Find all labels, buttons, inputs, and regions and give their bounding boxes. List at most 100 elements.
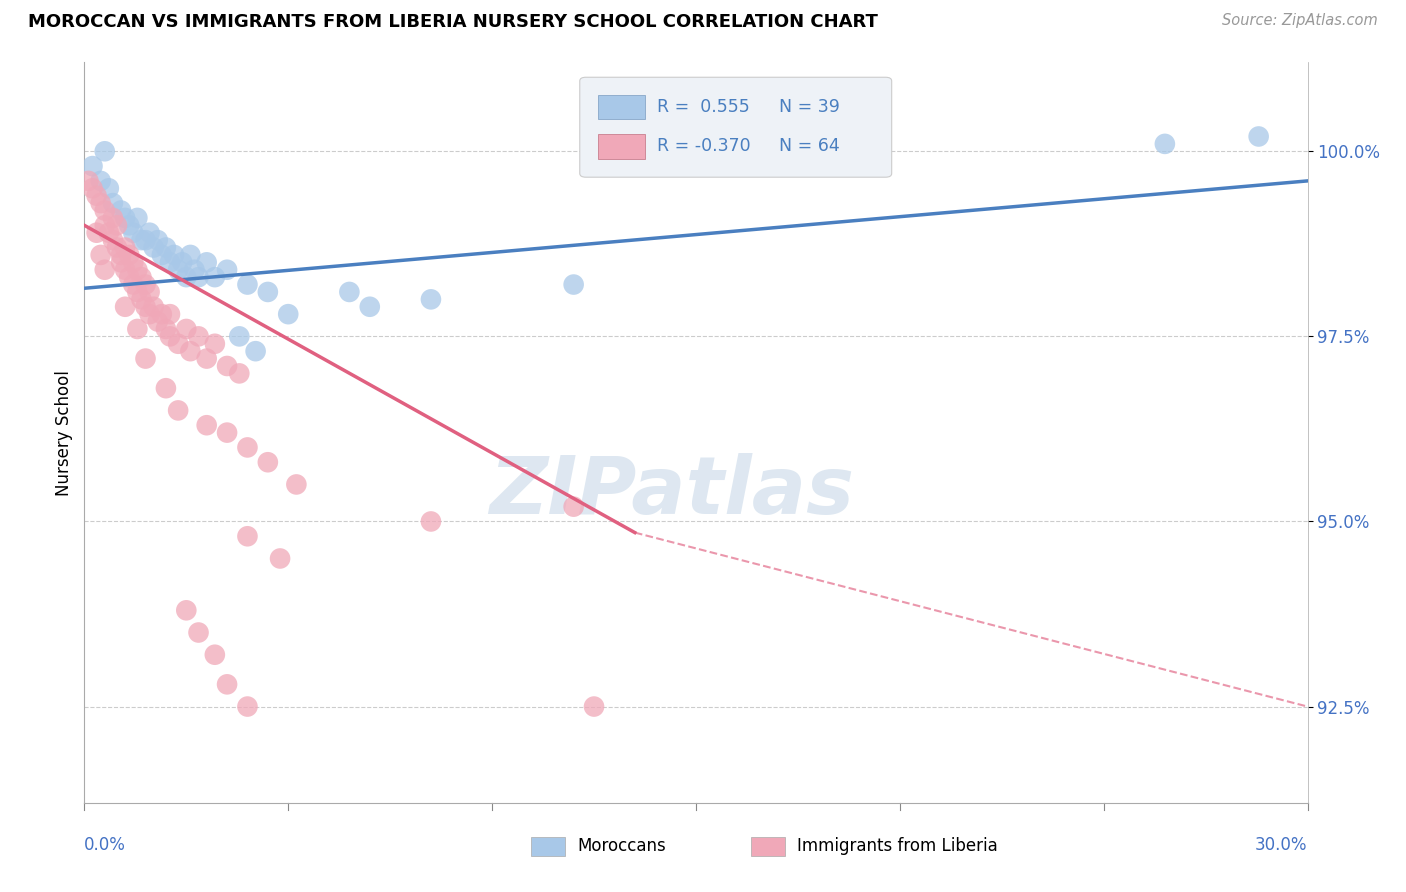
Point	[77, 174, 100, 188]
Point	[163, 248, 186, 262]
Point	[110, 248, 132, 262]
Point	[159, 307, 181, 321]
Point	[174, 603, 197, 617]
Bar	[598, 95, 644, 120]
Text: Source: ZipAtlas.com: Source: ZipAtlas.com	[1222, 13, 1378, 29]
Point	[159, 255, 181, 269]
Point	[155, 381, 177, 395]
Point	[167, 403, 190, 417]
Point	[285, 477, 308, 491]
Point	[131, 293, 153, 307]
Point	[135, 300, 157, 314]
Point	[155, 241, 177, 255]
Point	[142, 300, 165, 314]
Point	[122, 255, 145, 269]
Point	[228, 329, 250, 343]
Point	[90, 196, 112, 211]
Point	[245, 344, 267, 359]
Point	[86, 226, 108, 240]
Bar	[531, 837, 565, 856]
Bar	[751, 837, 786, 856]
Point	[138, 307, 160, 321]
Point	[1154, 136, 1177, 151]
Point	[236, 441, 259, 455]
Text: 0.0%: 0.0%	[84, 836, 127, 855]
Text: N = 64: N = 64	[779, 137, 839, 155]
Point	[93, 145, 115, 159]
Point	[172, 255, 194, 269]
Point	[155, 322, 177, 336]
Point	[236, 699, 259, 714]
Point	[217, 677, 239, 691]
Point	[93, 262, 115, 277]
Point	[187, 625, 209, 640]
Point	[174, 322, 197, 336]
Point	[204, 270, 226, 285]
Text: ZIPatlas: ZIPatlas	[489, 453, 853, 531]
Point	[101, 196, 124, 211]
Point	[138, 285, 160, 299]
Point	[217, 425, 239, 440]
Point	[277, 307, 299, 321]
Point	[135, 233, 157, 247]
Text: R =  0.555: R = 0.555	[657, 98, 749, 116]
Point	[183, 262, 205, 277]
Text: 30.0%: 30.0%	[1256, 836, 1308, 855]
Point	[122, 277, 145, 292]
Point	[118, 248, 141, 262]
Point	[1247, 129, 1270, 144]
Point	[82, 159, 104, 173]
Point	[562, 277, 585, 292]
Point	[257, 455, 280, 469]
Point	[127, 211, 149, 225]
Point	[187, 270, 209, 285]
Point	[146, 233, 169, 247]
Point	[339, 285, 361, 299]
Point	[179, 248, 201, 262]
Point	[269, 551, 291, 566]
Point	[93, 203, 115, 218]
Point	[167, 262, 190, 277]
Point	[82, 181, 104, 195]
Point	[217, 262, 239, 277]
Point	[420, 293, 443, 307]
Point	[127, 262, 149, 277]
Point	[118, 270, 141, 285]
Bar	[598, 135, 644, 159]
Point	[195, 351, 218, 366]
Point	[195, 418, 218, 433]
Point	[187, 329, 209, 343]
Point	[105, 219, 128, 233]
Point	[135, 351, 157, 366]
Text: Moroccans: Moroccans	[578, 838, 666, 855]
Point	[90, 174, 112, 188]
Point	[97, 226, 120, 240]
Point	[204, 336, 226, 351]
Point	[114, 211, 136, 225]
Point	[114, 300, 136, 314]
Point	[236, 277, 259, 292]
Point	[562, 500, 585, 514]
Point	[127, 285, 149, 299]
Point	[583, 699, 606, 714]
Point	[93, 219, 115, 233]
Point	[127, 322, 149, 336]
Point	[420, 515, 443, 529]
Point	[86, 188, 108, 202]
Point	[195, 255, 218, 269]
Point	[167, 336, 190, 351]
Point	[150, 248, 173, 262]
Point	[118, 219, 141, 233]
Point	[90, 248, 112, 262]
Point	[122, 226, 145, 240]
Text: MOROCCAN VS IMMIGRANTS FROM LIBERIA NURSERY SCHOOL CORRELATION CHART: MOROCCAN VS IMMIGRANTS FROM LIBERIA NURS…	[28, 13, 877, 31]
Text: Immigrants from Liberia: Immigrants from Liberia	[797, 838, 998, 855]
Point	[131, 233, 153, 247]
Point	[114, 241, 136, 255]
Point	[101, 211, 124, 225]
Point	[114, 262, 136, 277]
Point	[110, 255, 132, 269]
Point	[150, 307, 173, 321]
FancyBboxPatch shape	[579, 78, 891, 178]
Point	[105, 241, 128, 255]
